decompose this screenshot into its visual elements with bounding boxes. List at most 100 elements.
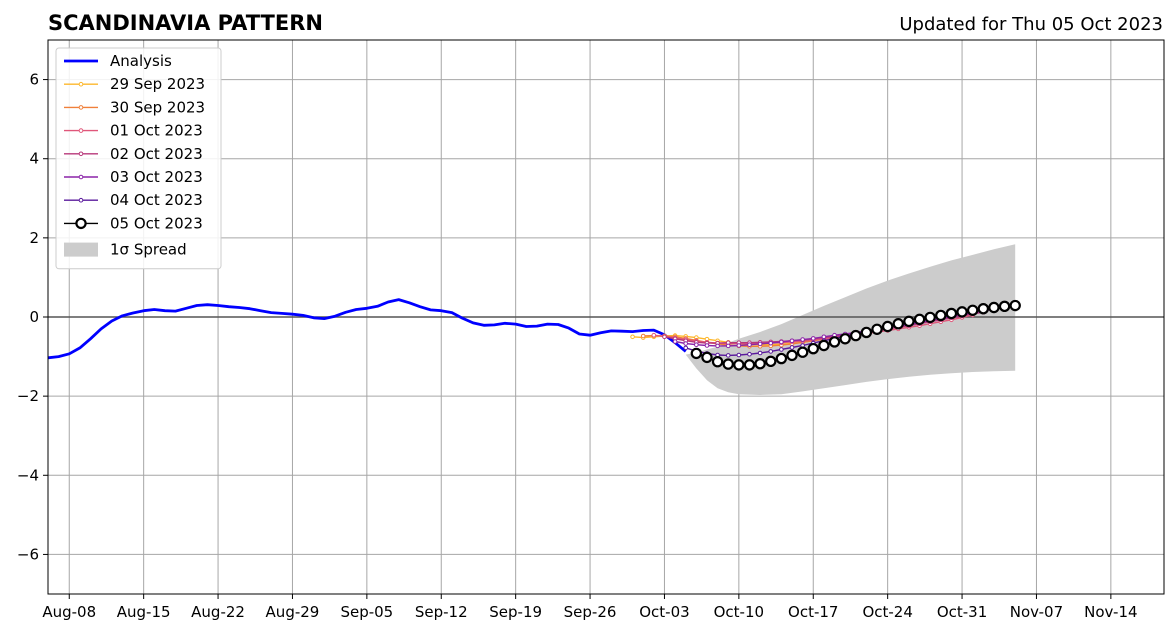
series-point: [736, 343, 742, 348]
series-point: [818, 339, 830, 352]
spread-band: [685, 244, 1016, 395]
series-point: [672, 339, 678, 344]
series-point: [977, 302, 990, 315]
series-05-oct-2023: [690, 299, 1021, 371]
legend-entry-02-oct-2023: 02 Oct 2023: [64, 145, 203, 163]
series-point: [966, 304, 979, 316]
x-tick-label: Sep-05: [340, 603, 393, 621]
x-tick-label: Aug-29: [266, 603, 320, 621]
series-point: [807, 342, 819, 355]
series-point: [924, 311, 936, 324]
x-tick-label: Nov-07: [1010, 603, 1063, 621]
series-point: [651, 332, 657, 338]
series-point: [736, 352, 742, 358]
series-point: [988, 301, 1000, 314]
legend: Analysis 29 Sep 2023 30 Sep 2023 01 Oct 202…: [55, 47, 222, 270]
x-tick-label: Oct-03: [639, 603, 689, 621]
series-point: [757, 341, 763, 347]
chart-subtitle: Updated for Thu 05 Oct 2023: [899, 14, 1163, 35]
series-point: [768, 349, 774, 354]
series-point: [711, 356, 724, 368]
series-point: [704, 343, 710, 348]
x-tick-label: Sep-26: [564, 603, 617, 621]
series-point: [892, 318, 904, 330]
series-point: [765, 355, 777, 368]
y-tick-label: −6: [17, 545, 39, 563]
legend-entry-05-oct-2023: 05 Oct 2023: [64, 214, 203, 232]
legend-label: Analysis: [110, 52, 172, 70]
legend-marker: [75, 217, 87, 230]
y-tick-label: 0: [29, 308, 39, 326]
x-tick-label: Nov-14: [1084, 603, 1137, 621]
x-tick-label: Oct-24: [862, 603, 912, 621]
series-point: [945, 307, 958, 320]
legend-label: 1σ Spread: [110, 241, 187, 259]
y-tick-label: 6: [29, 71, 39, 89]
series-point: [775, 352, 788, 365]
series-point: [725, 343, 731, 349]
legend-label: 29 Sep 2023: [110, 75, 205, 93]
series-point: [683, 341, 689, 346]
series-point: [725, 353, 731, 358]
series-point: [768, 340, 774, 346]
series-point: [786, 349, 798, 362]
series-point: [694, 342, 699, 348]
series-point: [810, 336, 816, 341]
x-tick-label: Aug-15: [117, 603, 171, 621]
legend-marker: [78, 197, 84, 203]
series-point: [640, 333, 646, 339]
series-point: [881, 320, 894, 333]
series-point: [956, 306, 968, 318]
legend-marker: [78, 151, 84, 157]
series-point: [779, 339, 784, 345]
series-point: [690, 347, 703, 360]
series-point: [860, 326, 873, 339]
series-point: [747, 351, 752, 357]
x-tick-label: Oct-31: [937, 603, 987, 621]
series-point: [754, 357, 766, 370]
series-point: [796, 346, 809, 358]
legend-marker: [78, 105, 84, 110]
series-point: [839, 333, 851, 345]
series-point: [903, 315, 915, 328]
chart-title: SCANDINAVIA PATTERN: [48, 11, 323, 35]
legend-label: 30 Sep 2023: [110, 98, 205, 116]
series-analysis: [47, 298, 687, 360]
x-tick-label: Aug-22: [191, 603, 245, 621]
series-point: [743, 359, 756, 371]
series-point: [779, 347, 784, 352]
series-point: [1009, 299, 1021, 312]
y-tick-label: −2: [17, 387, 39, 405]
x-tick-label: Oct-17: [788, 603, 838, 621]
series-point: [662, 334, 667, 340]
legend-entry-03-oct-2023: 03 Oct 2023: [64, 168, 203, 186]
series-point: [747, 342, 752, 348]
series-point: [935, 309, 947, 322]
x-tick-label: Aug-08: [42, 603, 96, 621]
series-point: [821, 334, 827, 340]
legend-entry-30-sep-2023: 30 Sep 2023: [64, 98, 205, 116]
series-point: [850, 329, 862, 342]
series-point: [789, 345, 795, 350]
series-point: [871, 323, 883, 335]
x-tick-label: Sep-12: [415, 603, 468, 621]
legend-marker: [78, 128, 84, 133]
axis-ticks: −6 −4 −2 0 2 4 6 Aug-08 Aug-15 Aug-22 Aug-29 Sep-05…: [17, 71, 1138, 621]
legend-swatch: [64, 242, 98, 257]
legend-label: 05 Oct 2023: [110, 214, 203, 232]
series-point: [828, 336, 841, 348]
series-point: [757, 350, 763, 356]
legend-marker: [78, 174, 84, 180]
series-point: [722, 358, 734, 370]
legend-label: 01 Oct 2023: [110, 122, 203, 140]
legend-box: [55, 47, 222, 270]
legend-entry-analysis: Analysis: [64, 52, 172, 70]
series-point: [683, 345, 689, 351]
series-layer: [47, 298, 1021, 371]
spread-band-layer: [685, 244, 1016, 395]
legend-entry-01-oct-2023: 01 Oct 2023: [64, 122, 203, 140]
series-point: [715, 343, 720, 349]
legend-entry-04-oct-2023: 04 Oct 2023: [64, 191, 203, 209]
legend-marker: [78, 81, 84, 87]
